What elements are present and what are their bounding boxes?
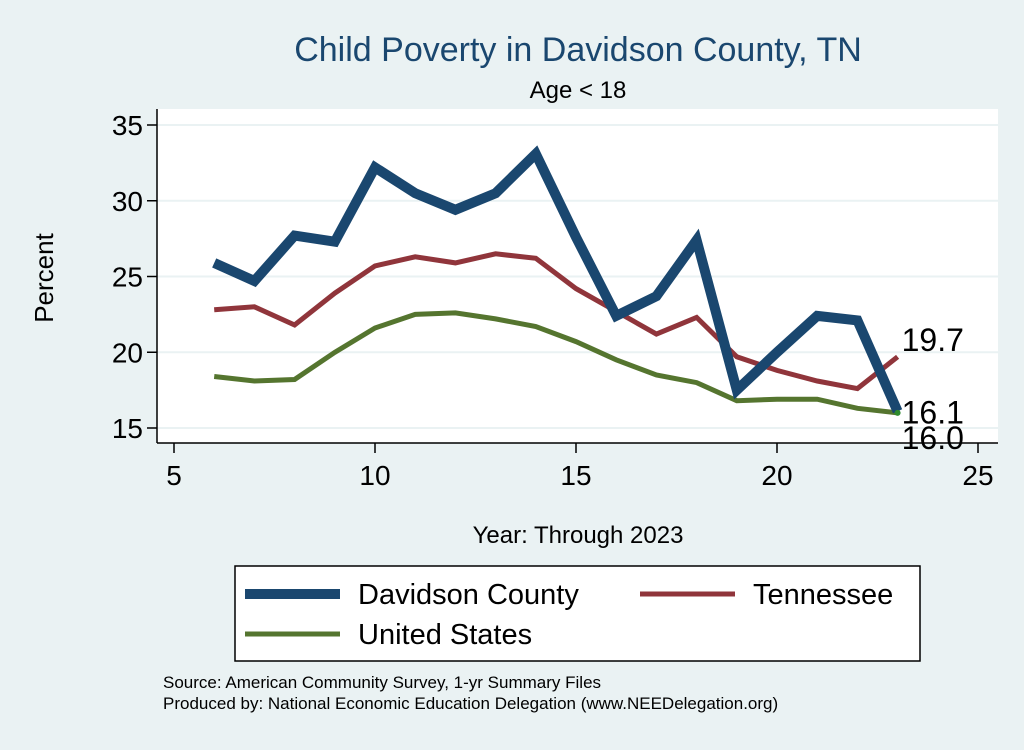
x-tick-label: 25 <box>962 460 993 491</box>
legend: Davidson County Tennessee United States <box>234 565 921 662</box>
end-label-united-states: 16.0 <box>902 420 964 456</box>
chart-subtitle: Age < 18 <box>530 77 627 104</box>
end-label-davidson-county: 16.1 <box>902 394 964 430</box>
y-tick-label: 15 <box>112 413 143 444</box>
plot-area: 15 20 25 30 35 5 10 15 20 25 16.1 19.7 16.0 <box>112 109 998 491</box>
legend-label-united-states: United States <box>358 619 532 651</box>
series-line-tennessee <box>214 251 900 392</box>
x-tick-label: 20 <box>761 460 792 491</box>
producer-note: Produced by: National Economic Education… <box>163 694 778 713</box>
x-tick-label: 10 <box>359 460 390 491</box>
series-line-davidson-county <box>212 145 903 414</box>
y-tick-label: 20 <box>112 337 143 368</box>
y-tick-label: 30 <box>112 186 143 217</box>
series-line-united-states <box>213 310 898 416</box>
legend-label-tennessee: Tennessee <box>753 579 893 611</box>
legend-label-davidson-county: Davidson County <box>358 579 579 611</box>
legend-box <box>234 565 921 662</box>
y-axis-label: Percent <box>29 232 59 322</box>
y-tick-label: 35 <box>112 110 143 141</box>
x-tick-label: 15 <box>560 460 591 491</box>
chart-title: Child Poverty in Davidson County, TN <box>294 31 862 69</box>
source-note: Source: American Community Survey, 1-yr … <box>163 673 601 692</box>
y-tick-label: 25 <box>112 262 143 293</box>
end-label-tennessee: 19.7 <box>902 322 964 358</box>
end-point-marker <box>894 409 901 416</box>
x-tick-label: 5 <box>166 460 182 491</box>
x-axis-label: Year: Through 2023 <box>473 522 684 549</box>
